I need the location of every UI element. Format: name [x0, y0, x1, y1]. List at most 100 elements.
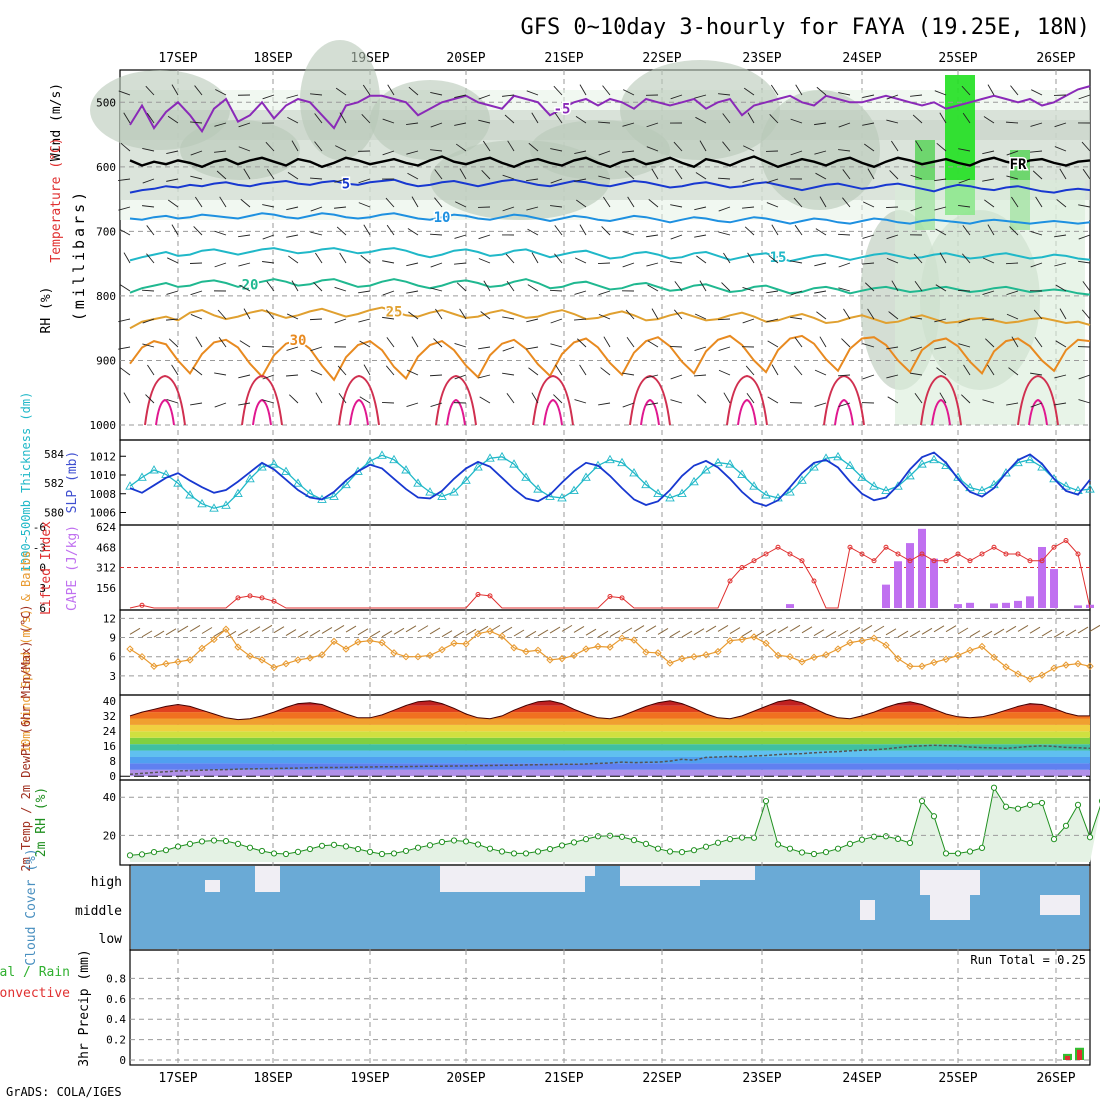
- wind10m-point: [714, 647, 722, 656]
- rh-point: [1002, 803, 1010, 810]
- wind10m-point: [1038, 671, 1046, 679]
- li-point: [1051, 544, 1057, 550]
- li-point: [883, 544, 889, 550]
- wind-barb: [238, 402, 251, 406]
- precip-tick: 0.6: [106, 993, 126, 1006]
- wind10m-point: [738, 635, 746, 644]
- wind10m-point: [510, 644, 518, 652]
- wind-barb: [262, 234, 275, 240]
- wind-barb: [434, 169, 443, 180]
- li-point: [1015, 551, 1021, 557]
- wind10m-barb: [729, 627, 741, 634]
- wind-barb: [455, 143, 467, 152]
- rh-point: [402, 847, 410, 855]
- wind-barb: [238, 146, 251, 152]
- pressure-tick: 700: [96, 225, 116, 238]
- wind-barb: [771, 364, 779, 376]
- cape-tick: 156: [96, 582, 116, 595]
- wind-barb: [1010, 85, 1019, 96]
- li-point: [931, 558, 937, 564]
- wind10m-point: [462, 640, 470, 648]
- thickness-line: [129, 454, 1091, 509]
- ylabel-temperature: Temperature (°C): [49, 137, 64, 262]
- wind-barb: [1030, 402, 1043, 408]
- wind10m-barb: [249, 626, 261, 634]
- wind-barb: [910, 174, 923, 180]
- rh-point: [534, 848, 542, 855]
- wind-barb: [454, 94, 467, 98]
- wind-barb: [982, 290, 995, 295]
- wind-barb: [531, 112, 539, 124]
- wind10m-barb: [645, 625, 657, 633]
- wind-barb: [747, 112, 755, 124]
- temp-band: [130, 737, 1090, 745]
- wind-barb: [288, 394, 299, 404]
- wind10m-point: [186, 656, 194, 664]
- wind-barb: [1031, 89, 1043, 96]
- wind-barb: [190, 121, 203, 124]
- wind-barb: [123, 252, 131, 264]
- wind-barb: [553, 394, 563, 404]
- rh-shade: [180, 120, 300, 180]
- wind-barb: [146, 225, 155, 236]
- thickness-point: [569, 485, 579, 495]
- wind-barb: [195, 336, 203, 348]
- wind-barb: [742, 286, 755, 292]
- rh-point: [1014, 805, 1022, 812]
- wind10m-tick: 12: [103, 612, 116, 625]
- wind-barb: [867, 168, 875, 180]
- wind10m-point: [162, 660, 170, 668]
- run-total: Run Total = 0.25: [970, 953, 1086, 967]
- wind-barb: [381, 401, 395, 404]
- wind10m-point: [690, 652, 698, 661]
- thickness-point: [401, 465, 411, 474]
- wind-barb: [910, 206, 923, 212]
- wind-barb: [935, 284, 947, 292]
- wind10m-barb: [993, 628, 1005, 636]
- wind-barb: [456, 282, 467, 292]
- wind-barb: [238, 234, 251, 238]
- thickness-point: [1001, 468, 1011, 477]
- wind10m-point: [1014, 670, 1022, 678]
- wind-barb: [145, 394, 155, 404]
- thickness-point: [581, 472, 591, 481]
- wind-barb: [790, 150, 803, 156]
- isotherm-35: [435, 374, 477, 426]
- thickness-point: [149, 465, 159, 474]
- thickness-point: [833, 451, 843, 461]
- wind-barb: [673, 141, 683, 152]
- wind10m-barb: [525, 630, 537, 638]
- thickness-tick: 582: [44, 477, 64, 490]
- wind-barb: [766, 178, 779, 184]
- wind-barb: [862, 122, 875, 126]
- wind-barb: [119, 228, 131, 236]
- wind-barb: [694, 206, 707, 211]
- thickness-point: [809, 462, 819, 471]
- wind10m-point: [666, 659, 674, 667]
- wind10m-barb: [549, 626, 561, 634]
- wind-barb: [910, 94, 923, 97]
- wind-barb: [243, 168, 251, 180]
- wind-barb: [166, 290, 179, 295]
- thickness-point: [653, 488, 663, 497]
- wind-barb: [194, 85, 203, 96]
- precip-tick: 0.2: [106, 1034, 126, 1047]
- li-tick: 6: [39, 602, 46, 615]
- wind-barb: [718, 206, 731, 212]
- wind-barb: [622, 230, 635, 236]
- li-point: [247, 593, 253, 599]
- wind10m-barb: [813, 629, 825, 637]
- wind-barb: [528, 367, 539, 376]
- wind-barb: [862, 201, 875, 208]
- rh-point: [570, 839, 578, 846]
- rh-point: [426, 842, 434, 849]
- wind-barb: [190, 175, 203, 180]
- wind10m-barb: [945, 625, 957, 633]
- wind-barb: [651, 168, 659, 180]
- wind10m-point: [150, 662, 158, 670]
- li-point: [775, 544, 781, 550]
- isotherm-line: [129, 85, 1091, 134]
- wind-barb: [1005, 262, 1019, 265]
- wind-barb: [958, 178, 971, 184]
- wind10m-barb: [513, 629, 525, 637]
